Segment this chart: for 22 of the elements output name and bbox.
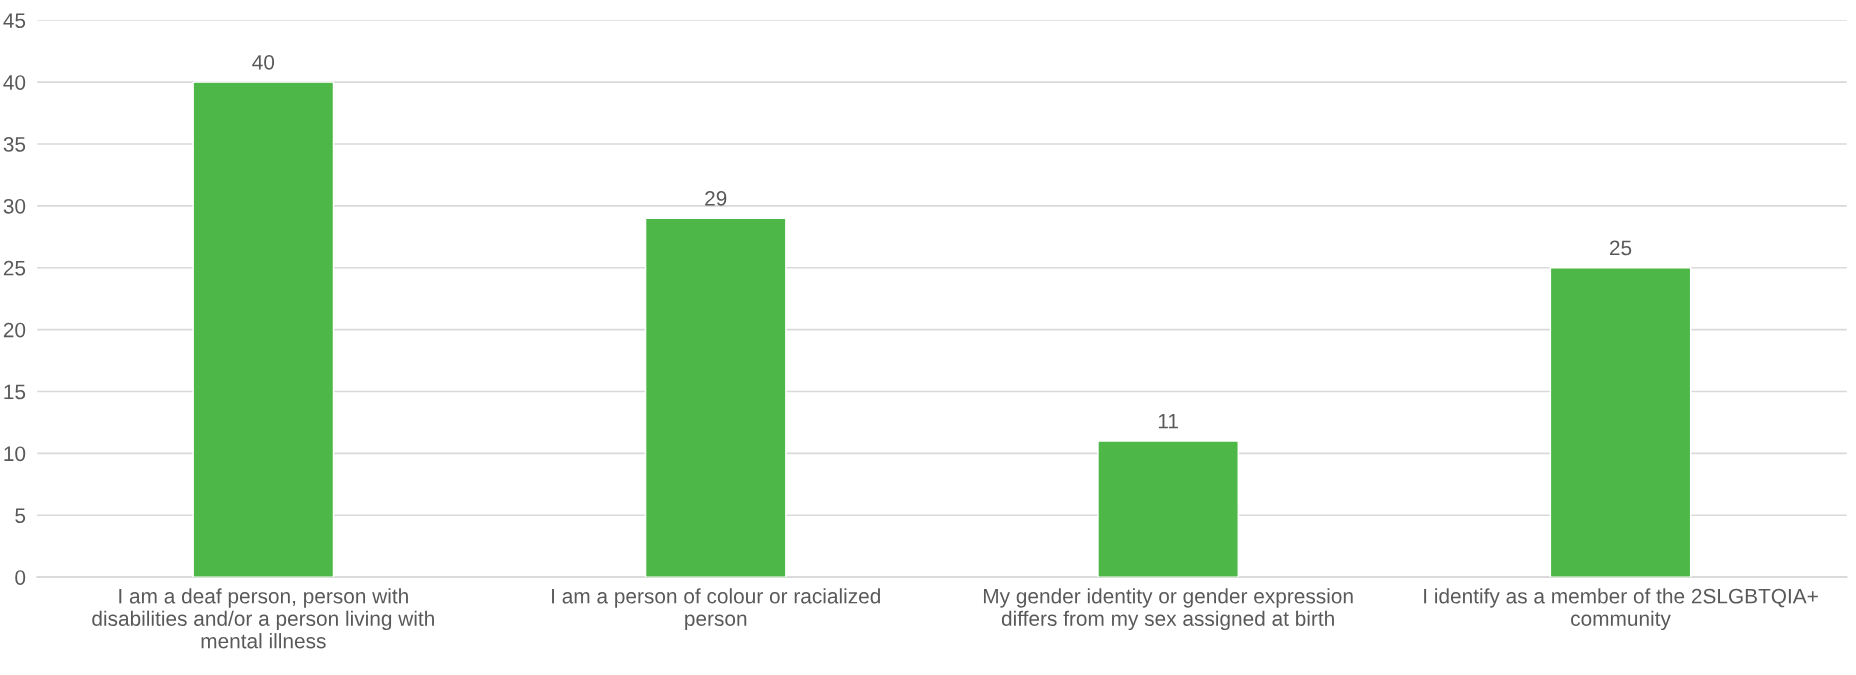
data-label: 25 <box>1609 240 1632 256</box>
y-tick-label: 25 <box>3 260 26 276</box>
y-tick-label: 30 <box>3 198 26 214</box>
x-tick-label: I am a deaf person, person with disabilities and/or a person living with mental illness <box>92 588 434 649</box>
bar <box>644 217 787 578</box>
data-label: 11 <box>1158 414 1178 429</box>
y-tick-label: 15 <box>4 384 26 400</box>
y-tick-label: 20 <box>3 322 26 338</box>
bar <box>1097 440 1239 578</box>
bar <box>1549 267 1692 578</box>
y-tick-label: 10 <box>4 446 26 462</box>
data-label: 29 <box>705 191 727 206</box>
y-tick-label: 0 <box>15 570 26 585</box>
x-tick-label: I identify as a member of the 2SLGBTQIA+ community <box>1424 588 1818 631</box>
y-tick-label: 5 <box>15 508 26 523</box>
bar <box>192 81 335 578</box>
y-tick-label: 35 <box>3 137 26 152</box>
x-tick-label: I am a person of colour or racialized person <box>552 588 880 631</box>
x-tick-label: My gender identity or gender expression differs from my sex assigned at birth <box>983 588 1353 631</box>
data-label: 40 <box>252 54 275 70</box>
y-tick-label: 45 <box>3 13 26 28</box>
y-tick-label: 40 <box>3 75 26 90</box>
